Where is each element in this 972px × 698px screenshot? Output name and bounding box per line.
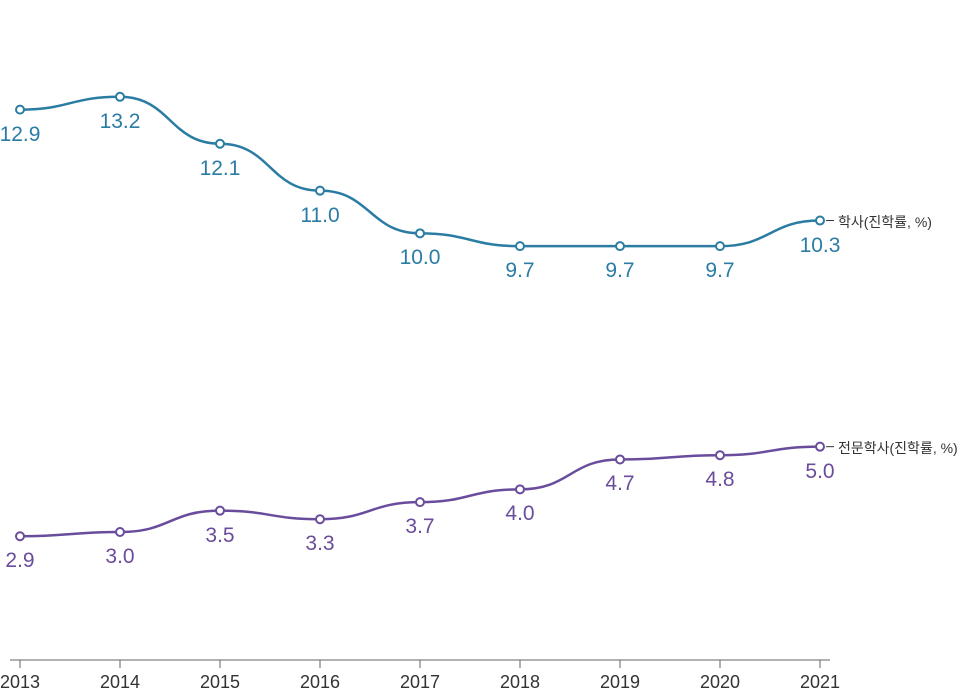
- data-point-marker: [616, 455, 624, 463]
- data-point-label: 4.0: [505, 502, 534, 526]
- series-end-label: 전문학사(진학률, %): [838, 438, 958, 458]
- chart-svg: [0, 0, 972, 698]
- data-point-marker: [16, 532, 24, 540]
- data-point-marker: [216, 140, 224, 148]
- x-axis-tick-label: 2018: [500, 672, 540, 693]
- data-point-label: 3.3: [305, 532, 334, 556]
- data-point-label: 13.2: [100, 110, 141, 134]
- data-point-label: 9.7: [605, 259, 634, 283]
- data-point-label: 4.7: [605, 472, 634, 496]
- line-chart: 2013 2014 2015 2016 2017 2018 2019 2020 2021 12.9…: [0, 0, 972, 698]
- data-point-marker: [16, 106, 24, 114]
- data-point-marker: [816, 217, 824, 225]
- data-point-label: 4.8: [705, 468, 734, 492]
- data-point-marker: [416, 498, 424, 506]
- data-point-label: 3.0: [105, 545, 134, 569]
- data-point-label: 3.5: [205, 524, 234, 548]
- x-axis-tick-label: 2015: [200, 672, 240, 693]
- data-point-marker: [116, 528, 124, 536]
- data-point-marker: [216, 507, 224, 515]
- series-end-label: 학사(진학률, %): [838, 212, 932, 232]
- data-point-label: 12.1: [200, 157, 241, 181]
- data-point-marker: [316, 187, 324, 195]
- x-axis-tick-label: 2020: [700, 672, 740, 693]
- x-axis-tick-label: 2013: [0, 672, 40, 693]
- data-point-label: 9.7: [505, 259, 534, 283]
- data-point-label: 11.0: [300, 204, 339, 228]
- data-point-label: 10.0: [400, 246, 441, 270]
- x-axis-tick-label: 2021: [800, 672, 840, 693]
- data-point-marker: [516, 242, 524, 250]
- x-axis-tick-label: 2014: [100, 672, 140, 693]
- data-point-label: 9.7: [705, 259, 734, 283]
- data-point-marker: [716, 242, 724, 250]
- data-point-marker: [316, 515, 324, 523]
- data-point-marker: [816, 443, 824, 451]
- data-point-label: 3.7: [405, 515, 434, 539]
- data-point-label: 10.3: [800, 234, 841, 258]
- data-point-marker: [516, 485, 524, 493]
- x-axis-tick-label: 2017: [400, 672, 440, 693]
- data-point-marker: [116, 93, 124, 101]
- data-point-label: 2.9: [5, 549, 34, 573]
- x-axis-tick-label: 2019: [600, 672, 640, 693]
- data-point-label: 5.0: [805, 460, 834, 484]
- data-point-marker: [616, 242, 624, 250]
- data-point-label: 12.9: [0, 123, 40, 147]
- x-axis-tick-label: 2016: [300, 672, 340, 693]
- data-point-marker: [716, 451, 724, 459]
- data-point-marker: [416, 229, 424, 237]
